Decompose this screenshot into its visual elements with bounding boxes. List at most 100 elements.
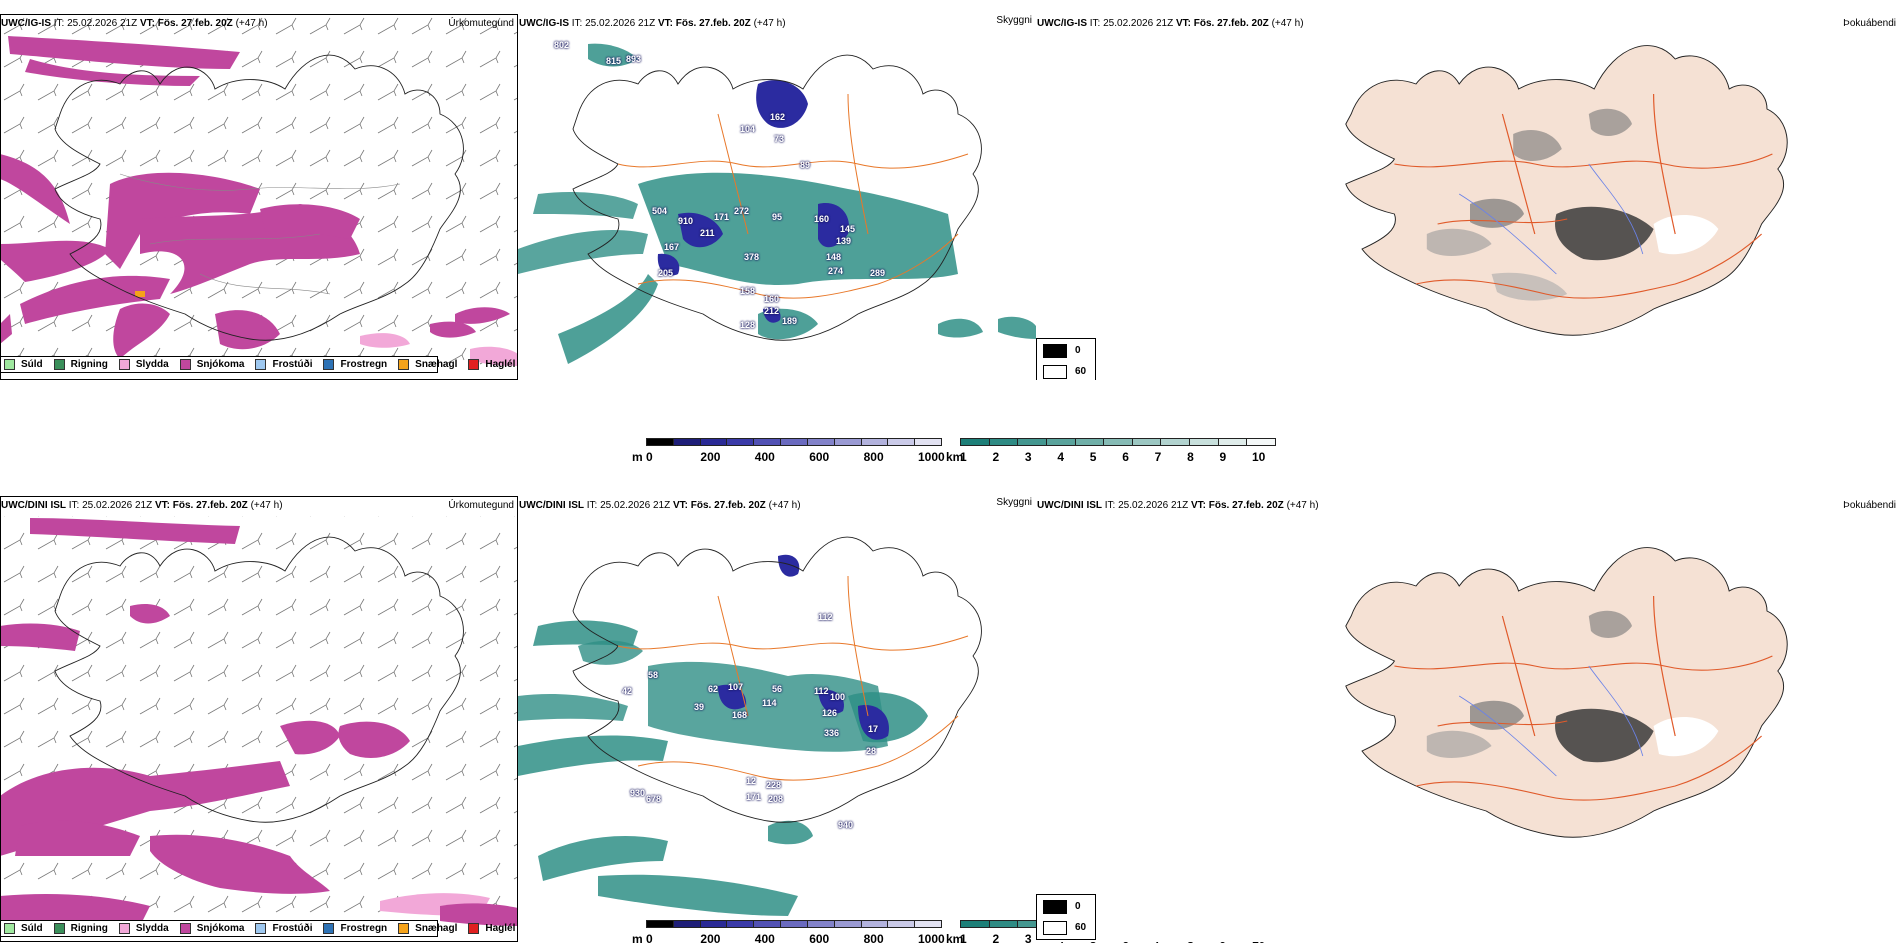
cloud-legend-white [1043, 921, 1067, 935]
it-value: 25.02.2026 21Z [585, 18, 656, 29]
colorbar-step [754, 921, 782, 927]
visibility-value-label: 212 [764, 306, 780, 316]
visibility-value-label: 107 [728, 682, 744, 692]
panel-header-2b: UWC/DINI ISL IT: 25.02.2026 21Z VT: Fös.… [519, 500, 801, 511]
precip-map-1 [0, 14, 518, 380]
colorbar-tick-label: 5 [1089, 450, 1097, 464]
visibility-value-label: 205 [658, 268, 674, 278]
colorbar-tick-label: 3 [1024, 450, 1032, 464]
colorbar-strip [960, 438, 1276, 446]
legend-item: Rigning [53, 923, 108, 934]
colorbar-tick-label: 1 [960, 450, 967, 464]
legend-item: Frostregn [323, 359, 387, 370]
legend-swatch [323, 359, 335, 370]
legend-label: Snjókoma [196, 923, 245, 934]
visibility-value-label: 336 [824, 728, 840, 738]
visibility-value-label: 802 [554, 40, 570, 50]
visibility-value-label: 62 [708, 684, 719, 694]
colorbar-step [915, 439, 941, 445]
colorbar-tick-label: 4 [1057, 450, 1065, 464]
colorbar-tick-label: 2 [992, 932, 1000, 946]
visibility-title: Skyggni [996, 497, 1032, 508]
colorbar-tick-label: 6 [1122, 450, 1129, 464]
colorbar-unit: m [632, 932, 643, 946]
cloud-title: Þokuábendi [1843, 18, 1896, 29]
visibility-value-label: 930 [630, 788, 646, 798]
legend-swatch [398, 923, 410, 934]
colorbar-step [700, 439, 728, 445]
colorbar-tick-label: 800 [863, 932, 884, 946]
visibility-value-label: 139 [836, 236, 852, 246]
legend-swatch [4, 923, 15, 934]
colorbar-tick-label: 1 [960, 932, 967, 946]
legend-swatch [468, 359, 480, 370]
visibility-value-label: 126 [822, 708, 838, 718]
visibility-value-label: 160 [814, 214, 830, 224]
colorbar-step [961, 921, 990, 927]
visibility-value-label: 160 [764, 294, 780, 304]
legend-item: Haglél [468, 359, 515, 370]
legend-swatch [4, 359, 15, 370]
colorbar-tick-label: 600 [809, 450, 830, 464]
cloud-legend-2: 0 60 [1036, 894, 1096, 940]
it-label: IT: [53, 18, 65, 29]
legend-label: Frostregn [340, 359, 388, 370]
model-name: UWC/DINI ISL [519, 500, 584, 511]
colorbar-step [807, 921, 835, 927]
precip-map-2 [0, 516, 518, 926]
visibility-value-label: 678 [646, 794, 662, 804]
legend-item: Slydda [118, 923, 169, 934]
visibility-value-label: 208 [768, 794, 784, 804]
visibility-value-label: 162 [770, 112, 786, 122]
colorbar-step [961, 439, 990, 445]
cloud-legend-label-0: 0 [1075, 345, 1081, 356]
cloud-map-panel-1: UWC/IG-IS IT: 25.02.2026 21Z VT: Fös. 27… [1036, 14, 1900, 380]
it-value: 25.02.2026 21Z [82, 500, 153, 511]
colorbar-step [834, 921, 862, 927]
legend-item: Snjókoma [179, 923, 245, 934]
visibility-value-label: 289 [870, 268, 886, 278]
lead-time: (+47 h) [753, 18, 786, 29]
panel-header-1a: UWC/IG-IS IT: 25.02.2026 21Z VT: Fös. 27… [1, 18, 268, 29]
visibility-value-label: 171 [746, 792, 762, 802]
lead-time: (+47 h) [1271, 18, 1304, 29]
panel-header-2a: UWC/DINI ISL IT: 25.02.2026 21Z VT: Fös.… [1, 500, 283, 511]
visibility-value-label: 89 [800, 160, 811, 170]
visibility-value-label: 228 [766, 780, 782, 790]
colorbar-tick-label: 0 [646, 450, 653, 464]
model-name: UWC/DINI ISL [1037, 500, 1102, 511]
colorbar-tick-label: 7 [1154, 450, 1162, 464]
panel-header-1b: UWC/IG-IS IT: 25.02.2026 21Z VT: Fös. 27… [519, 18, 786, 29]
visibility-value-label: 272 [734, 206, 750, 216]
colorbar-meters-2: m 0 200 400 600 800 1000 [632, 918, 945, 948]
visibility-value-label: 145 [840, 224, 856, 234]
legend-item: Frostúði [255, 923, 312, 934]
visibility-value-label: 128 [740, 320, 756, 330]
it-label: IT: [68, 500, 80, 511]
visibility-value-label: 56 [772, 684, 783, 694]
visibility-value-label: 73 [774, 134, 785, 144]
visibility-value-label: 112 [814, 686, 829, 696]
vt-label: VT: Fös. 27.feb. 20Z [1190, 500, 1284, 511]
lead-time: (+47 h) [235, 18, 268, 29]
visibility-value-label: 378 [744, 252, 760, 262]
panel-header-1c: UWC/IG-IS IT: 25.02.2026 21Z VT: Fös. 27… [1037, 18, 1304, 29]
legend-swatch [53, 923, 65, 934]
visibility-value-label: 148 [826, 252, 842, 262]
lead-time: (+47 h) [1286, 500, 1319, 511]
colorbar-step [1161, 439, 1191, 445]
colorbar-step [781, 439, 808, 445]
legend-item: Snjókoma [179, 359, 244, 370]
vt-label: VT: Fös. 27.feb. 20Z [657, 18, 751, 29]
legend-swatch [255, 923, 267, 934]
visibility-value-label: 58 [648, 670, 659, 680]
legend-item: Súld [4, 359, 43, 370]
visibility-value-label: 211 [700, 228, 715, 238]
visibility-value-label: 171 [714, 212, 730, 222]
vt-label: VT: Fös. 27.feb. 20Z [672, 500, 766, 511]
legend-label: Haglél [485, 923, 516, 934]
colorbar-step [915, 921, 941, 927]
visibility-title: Skyggni [996, 15, 1032, 26]
legend-label: Slydda [135, 359, 169, 370]
precip-legend-2: Súld Rigning Slydda Snjókoma Frostúði Fr… [0, 920, 515, 937]
